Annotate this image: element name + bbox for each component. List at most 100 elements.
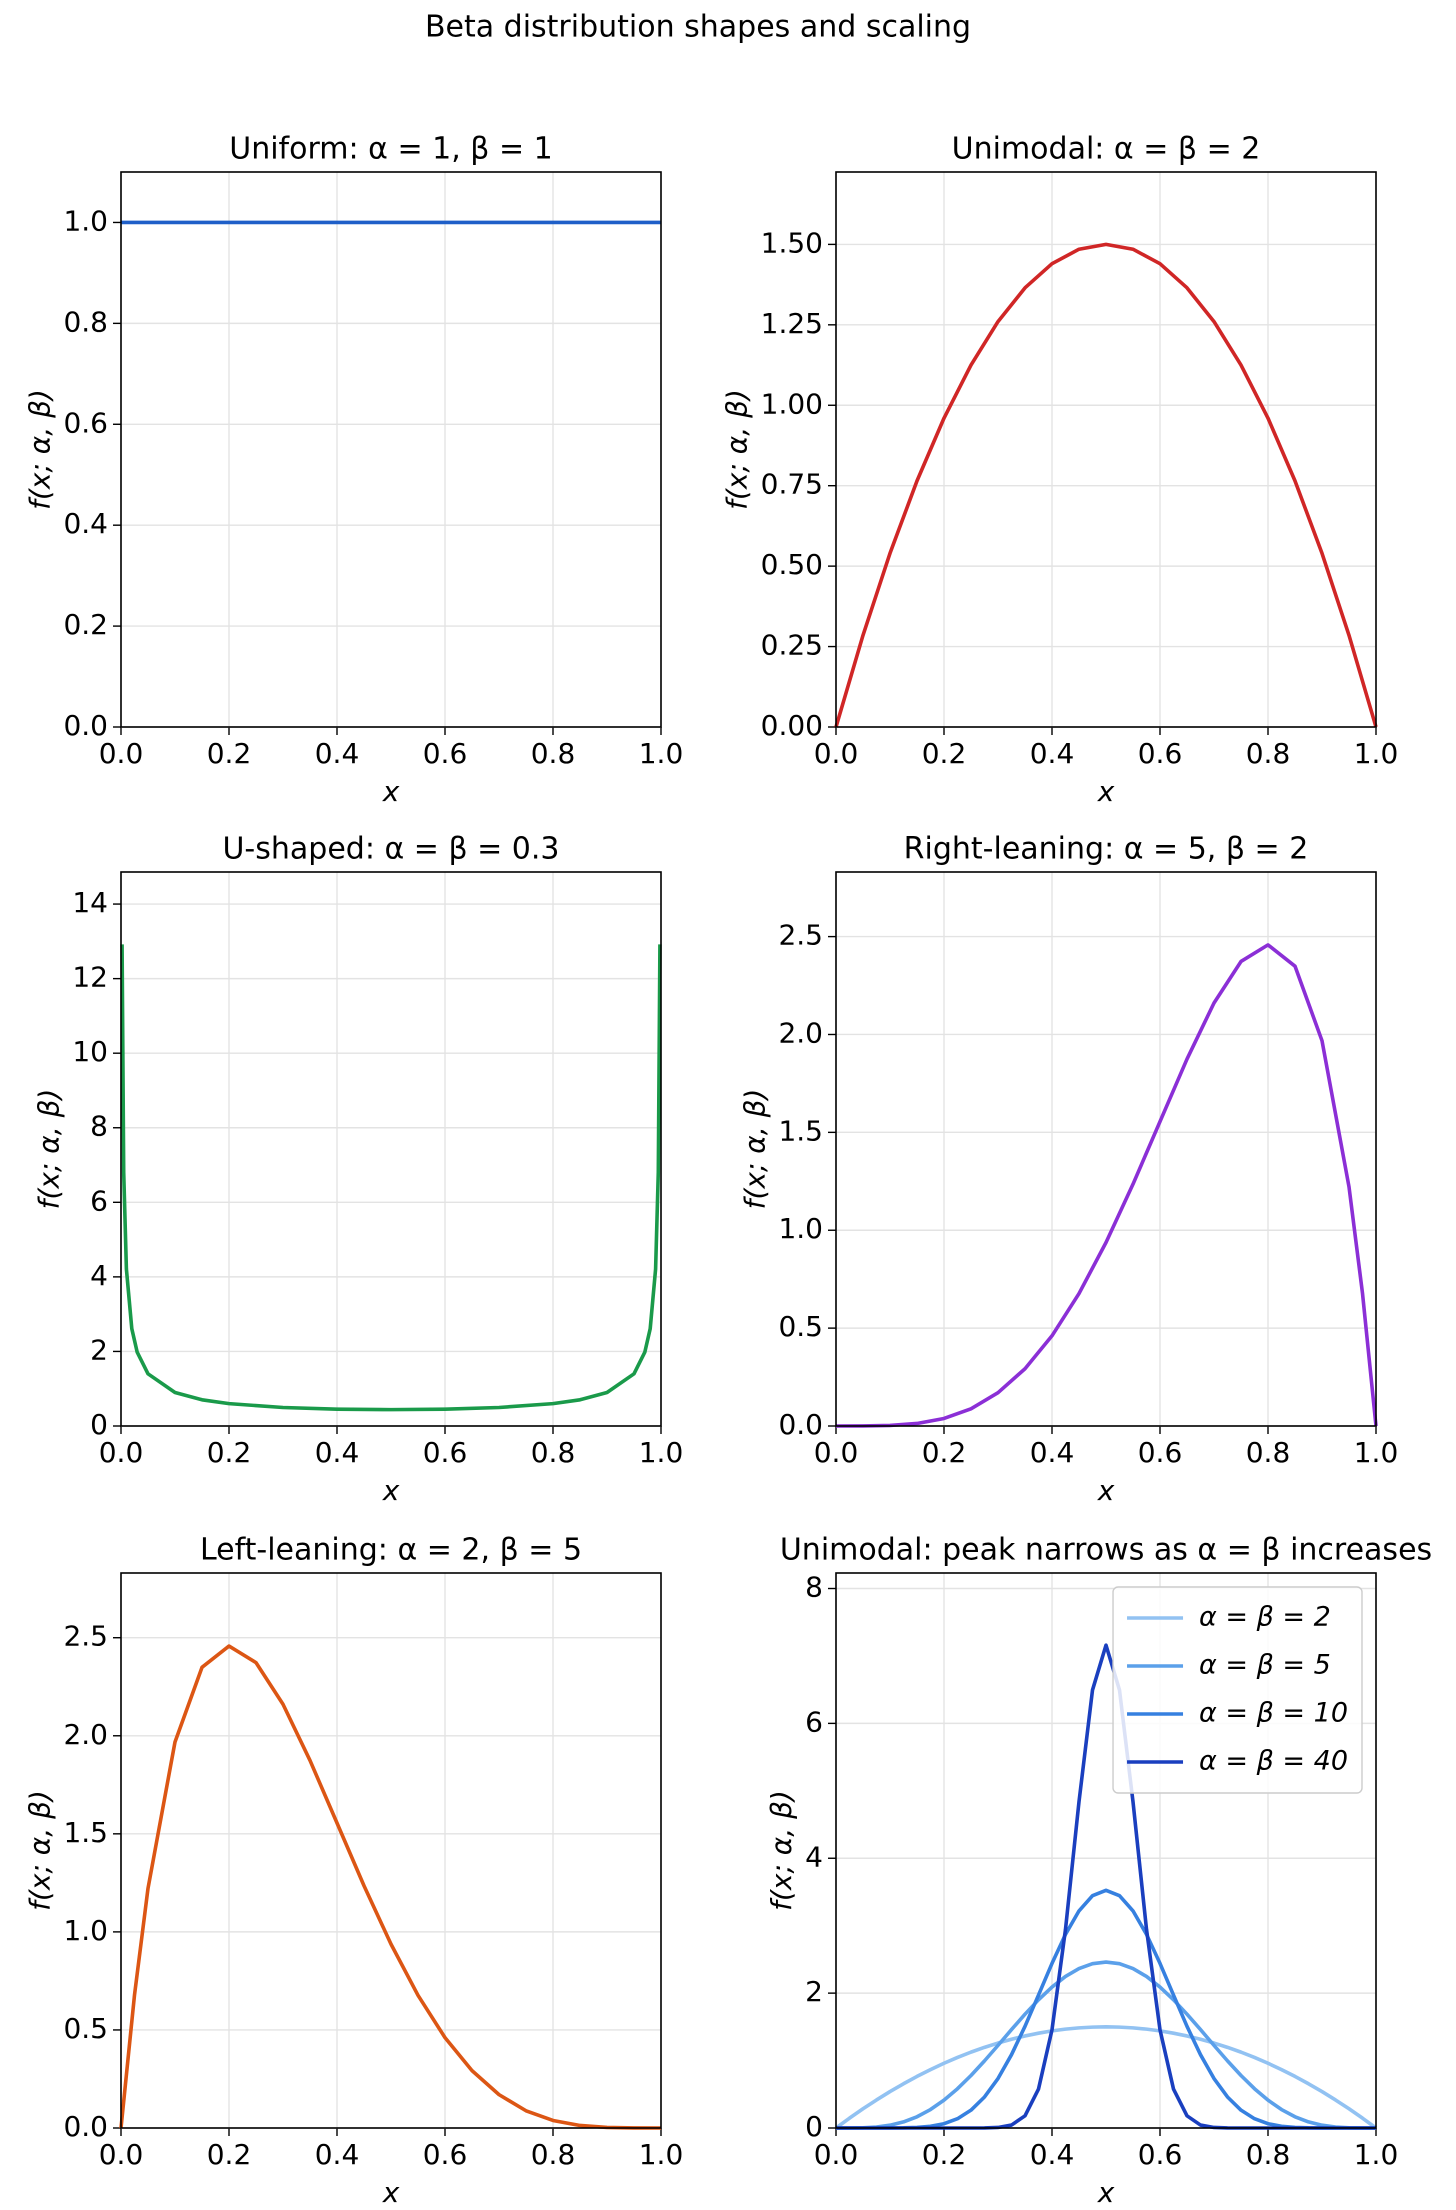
x-tick-label: 0.0 — [814, 1436, 859, 1469]
x-tick-label: 0.2 — [922, 737, 967, 770]
x-tick-label: 0.4 — [315, 737, 360, 770]
y-tick-label: 0.0 — [778, 1408, 823, 1441]
y-tick-label: 1.50 — [761, 226, 823, 259]
x-tick-label: 1.0 — [639, 2138, 684, 2171]
legend-box — [1112, 1586, 1363, 1794]
x-tick-label: 1.0 — [1354, 2138, 1399, 2171]
data-line — [119, 1644, 662, 2130]
plot-frame — [835, 171, 1377, 728]
plot-frame — [120, 171, 662, 728]
x-tick-label: 0.2 — [207, 2138, 252, 2171]
subplot: 0.0 0.2 0.4 0.6 0.8 1.0 0.0 0.5 1.0 1.5 2.0 2.5 Left… — [23, 1533, 683, 2210]
x-axis-label: x — [382, 2176, 400, 2209]
x-axis-label: x — [1097, 1474, 1115, 1507]
x-tick-label: 0.0 — [99, 1436, 144, 1469]
x-tick-label: 0.0 — [814, 2138, 859, 2171]
x-tick-label: 0.8 — [531, 2138, 576, 2171]
x-tick-label: 0.2 — [207, 737, 252, 770]
x-tick-label: 0.8 — [531, 737, 576, 770]
legend: α = β = 2 α = β = 5 α = β = 10 α = β = 40 — [1112, 1586, 1363, 1794]
y-axis-label: f(x; α, β) — [23, 1790, 56, 1911]
x-tick-label: 0.6 — [1138, 737, 1183, 770]
plot-frame — [120, 1572, 662, 2129]
x-tick-label: 1.0 — [639, 1436, 684, 1469]
legend-label: α = β = 10 — [1199, 1698, 1348, 1729]
x-tick-label: 0.6 — [423, 737, 468, 770]
y-tick-label: 0 — [90, 1408, 108, 1441]
x-tick-label: 0.2 — [922, 1436, 967, 1469]
y-tick-label: 4 — [805, 1840, 823, 1873]
subplot: 0.0 0.2 0.4 0.6 0.8 1.0 0.0 0.2 0.4 0.6 0.8 1.0 Unif… — [23, 132, 683, 809]
y-tick-label: 1.5 — [63, 1816, 108, 1849]
y-tick-label: 2 — [90, 1333, 108, 1366]
y-tick-label: 1.00 — [761, 387, 823, 420]
x-tick-label: 1.0 — [1354, 737, 1399, 770]
data-line — [834, 242, 1378, 728]
x-tick-label: 0.8 — [1246, 2138, 1291, 2171]
y-tick-label: 2.0 — [778, 1016, 823, 1049]
y-tick-label: 0.0 — [63, 2110, 108, 2143]
y-tick-label: 2.5 — [63, 1620, 108, 1653]
x-tick-label: 0.8 — [531, 1436, 576, 1469]
x-tick-label: 0.6 — [1138, 2138, 1183, 2171]
y-tick-label: 1.0 — [778, 1212, 823, 1245]
y-tick-label: 2 — [805, 1975, 823, 2008]
y-tick-label: 0.25 — [761, 629, 823, 662]
subplot: 0.0 0.2 0.4 0.6 0.8 1.0 0.00 0.25 0.50 0.75 1.00 1.… — [721, 132, 1399, 809]
x-axis-label: x — [382, 1474, 400, 1507]
x-tick-label: 0.4 — [315, 2138, 360, 2171]
y-tick-label: 0 — [805, 2110, 823, 2143]
y-axis-label: f(x; α, β) — [721, 389, 754, 510]
plot-frame — [835, 871, 1377, 1427]
data-line — [834, 2025, 1378, 2130]
y-tick-label: 6 — [90, 1184, 108, 1217]
data-line — [835, 943, 1378, 1428]
y-tick-label: 0.0 — [63, 709, 108, 742]
subplot: 0.0 0.2 0.4 0.6 0.8 1.0 0 2 4 6 8 10 12 14 U-shaped: α… — [32, 832, 683, 1508]
plot-frame — [835, 1572, 1377, 2129]
y-tick-label: 1.25 — [761, 307, 823, 340]
x-tick-label: 1.0 — [639, 737, 684, 770]
y-tick-label: 0.8 — [63, 305, 108, 338]
x-tick-label: 0.6 — [423, 1436, 468, 1469]
y-tick-label: 0.50 — [761, 548, 823, 581]
x-axis-label: x — [382, 775, 400, 808]
y-axis-label: f(x; α, β) — [23, 389, 56, 510]
subplot-title: Uniform: α = 1, β = 1 — [229, 132, 552, 167]
y-tick-label: 0.2 — [63, 608, 108, 641]
x-tick-label: 0.6 — [1138, 1436, 1183, 1469]
x-axis-label: x — [1097, 775, 1115, 808]
x-tick-label: 0.8 — [1246, 1436, 1291, 1469]
subplot-title: Left-leaning: α = 2, β = 5 — [200, 1533, 582, 1568]
y-tick-label: 14 — [72, 886, 108, 919]
y-tick-label: 4 — [90, 1259, 108, 1292]
y-axis-label: f(x; α, β) — [765, 1790, 798, 1911]
legend-label: α = β = 2 — [1199, 1602, 1331, 1633]
y-tick-label: 8 — [90, 1110, 108, 1143]
legend-label: α = β = 40 — [1199, 1746, 1348, 1777]
y-tick-label: 12 — [72, 961, 108, 994]
data-line — [836, 1888, 1376, 2130]
x-tick-label: 0.6 — [423, 2138, 468, 2171]
x-tick-label: 0.4 — [1030, 2138, 1075, 2171]
x-axis-label: x — [1097, 2176, 1115, 2209]
subplot-title: Right-leaning: α = 5, β = 2 — [904, 832, 1309, 867]
y-tick-label: 8 — [805, 1571, 823, 1604]
y-tick-label: 0.4 — [63, 507, 108, 540]
x-tick-label: 0.0 — [814, 737, 859, 770]
y-axis-label: f(x; α, β) — [32, 1089, 65, 1210]
y-tick-label: 0.5 — [778, 1310, 823, 1343]
x-tick-label: 0.4 — [1030, 737, 1075, 770]
plot-frame — [120, 871, 662, 1427]
x-tick-label: 0.0 — [99, 2138, 144, 2171]
y-tick-label: 1.0 — [63, 204, 108, 237]
y-tick-label: 10 — [72, 1035, 108, 1068]
y-axis-label: f(x; α, β) — [738, 1089, 771, 1210]
subplot-title: Unimodal: peak narrows as α = β increase… — [780, 1533, 1432, 1568]
subplot: 0.0 0.2 0.4 0.6 0.8 1.0 0.0 0.5 1.0 1.5 2.0 2.5 Righ… — [738, 832, 1398, 1508]
data-line — [120, 944, 662, 1412]
x-tick-label: 0.4 — [315, 1436, 360, 1469]
data-line — [835, 1960, 1377, 2130]
